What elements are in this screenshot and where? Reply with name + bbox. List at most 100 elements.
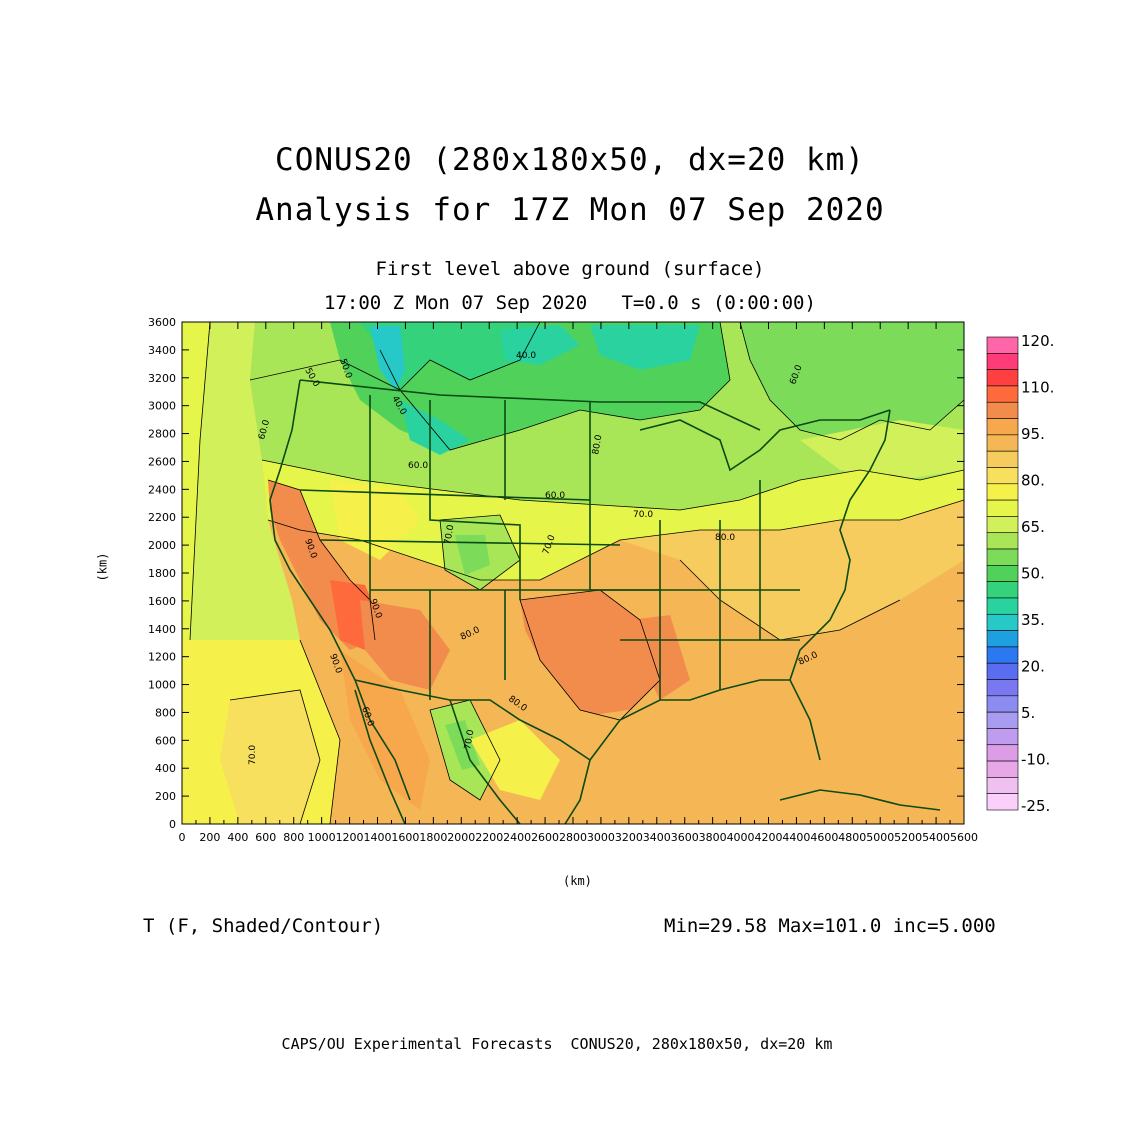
color-bar-swatch	[986, 434, 1019, 452]
y-tick-label: 400	[155, 762, 176, 775]
y-axis-unit: (km)	[95, 552, 110, 582]
y-tick-label: 3400	[148, 344, 176, 357]
plot-title: CONUS20 (280x180x50, dx=20 km)	[275, 142, 865, 178]
x-tick-label: 2800	[559, 831, 587, 844]
color-bar-swatch	[986, 711, 1019, 729]
y-tick-label: 2200	[148, 511, 176, 524]
x-tick-label: 1000	[308, 831, 336, 844]
y-tick-label: 1000	[148, 679, 176, 692]
contour-label: 70.0	[443, 524, 456, 546]
color-bar-label: 20.	[1021, 658, 1045, 676]
analysis-time-title: Analysis for 17Z Mon 07 Sep 2020	[255, 192, 885, 228]
x-tick-label: 1600	[391, 831, 419, 844]
y-tick-label: 1200	[148, 651, 176, 664]
color-bar-swatch	[986, 336, 1019, 354]
x-tick-label: 5200	[894, 831, 922, 844]
y-tick-label: 600	[155, 734, 176, 747]
contour-label: 80.0	[591, 434, 604, 456]
y-tick-label: 800	[155, 706, 176, 719]
x-tick-label: 3400	[643, 831, 671, 844]
x-tick-label: 2400	[503, 831, 531, 844]
y-tick-label: 3200	[148, 372, 176, 385]
x-tick-label: 3000	[587, 831, 615, 844]
color-bar-label: 5.	[1021, 704, 1035, 722]
color-bar-label: 110.	[1021, 379, 1054, 397]
color-bar-swatch	[986, 516, 1019, 534]
x-tick-label: 1800	[419, 831, 447, 844]
x-tick-label: 2600	[531, 831, 559, 844]
x-tick-label: 4600	[810, 831, 838, 844]
x-tick-label: 1200	[336, 831, 364, 844]
y-tick-label: 1600	[148, 595, 176, 608]
contour-label: 70.0	[633, 510, 653, 520]
color-bar-swatch	[986, 777, 1019, 794]
y-axis: 0 200 400 600 800 1000 1200 1400 1600 1800 2000 220…	[148, 316, 964, 831]
map-boundaries	[269, 379, 941, 824]
y-tick-label: 2000	[148, 539, 176, 552]
x-tick-label: 400	[227, 831, 248, 844]
color-bar-swatch	[986, 597, 1019, 615]
x-tick-label: 0	[179, 831, 186, 844]
color-bar-swatch	[986, 418, 1019, 436]
x-axis: 0 200 400 600 800 1000 1200 1400 1600 1800 2000 220…	[179, 322, 978, 844]
contour-lines	[189, 322, 964, 824]
contour-label: 70.0	[248, 745, 258, 765]
x-tick-label: 2200	[475, 831, 503, 844]
color-bar-swatch	[986, 760, 1019, 778]
x-tick-label: 2000	[447, 831, 475, 844]
color-bar-swatch	[986, 548, 1019, 566]
color-bar-swatch	[986, 369, 1019, 387]
y-tick-label: 0	[169, 818, 176, 831]
contour-label: 60.0	[408, 461, 428, 471]
y-tick-label: 3600	[148, 316, 176, 329]
x-tick-label: 4800	[838, 831, 866, 844]
color-bar-swatch	[986, 662, 1019, 680]
x-tick-label: 4400	[782, 831, 810, 844]
x-tick-label: 4200	[755, 831, 783, 844]
variable-label: T (F, Shaded/Contour)	[143, 915, 384, 937]
color-bar-swatch	[986, 695, 1019, 713]
color-bar-swatch	[986, 581, 1019, 599]
x-tick-label: 4000	[727, 831, 755, 844]
color-bar-swatch	[986, 744, 1019, 762]
color-bar-label: 95.	[1021, 425, 1045, 443]
y-tick-label: 1400	[148, 623, 176, 636]
x-tick-label: 3200	[615, 831, 643, 844]
color-bar-swatch	[986, 679, 1019, 697]
color-bar-label: -25.	[1021, 797, 1050, 815]
x-tick-label: 5000	[866, 831, 894, 844]
x-tick-label: 5400	[922, 831, 950, 844]
color-bar-swatch	[986, 565, 1019, 582]
color-bar-swatch	[986, 450, 1019, 468]
field-stats: Min=29.58 Max=101.0 inc=5.000	[664, 915, 996, 937]
shaded-field	[182, 322, 964, 824]
y-tick-label: 200	[155, 790, 176, 803]
x-tick-label: 3800	[699, 831, 727, 844]
color-bar-swatch	[986, 613, 1019, 631]
color-bar-label: 120.	[1021, 332, 1054, 350]
contour-label: 60.0	[545, 491, 565, 501]
color-bar-label: 80.	[1021, 472, 1045, 490]
color-bar-swatch	[986, 728, 1019, 746]
y-tick-label: 3000	[148, 400, 176, 413]
color-bar-swatch	[986, 467, 1019, 485]
x-axis-unit: (km)	[563, 874, 592, 888]
contour-label: 70.0	[463, 729, 476, 751]
color-bar: 120. 110. 95. 80. 65. 50. 35. 20. 5. -10. -25.	[986, 332, 1054, 815]
footer-credit: CAPS/OU Experimental Forecasts CONUS20, …	[281, 1035, 833, 1053]
color-bar-label: 50.	[1021, 565, 1045, 583]
color-bar-swatch	[986, 630, 1019, 648]
color-bar-swatch	[986, 353, 1019, 370]
color-bar-swatch	[986, 646, 1019, 664]
valid-time-subtitle: 17:00 Z Mon 07 Sep 2020 T=0.0 s (0:00:00…	[324, 292, 816, 314]
color-bar-swatch	[986, 483, 1019, 501]
y-tick-label: 2400	[148, 483, 176, 496]
contour-label: 40.0	[516, 351, 536, 361]
x-tick-label: 1400	[364, 831, 392, 844]
color-bar-swatch	[986, 532, 1019, 550]
x-tick-label: 3600	[671, 831, 699, 844]
color-bar-swatch	[986, 401, 1019, 419]
color-bar-swatch	[986, 793, 1019, 811]
contour-label: 80.0	[715, 533, 735, 543]
